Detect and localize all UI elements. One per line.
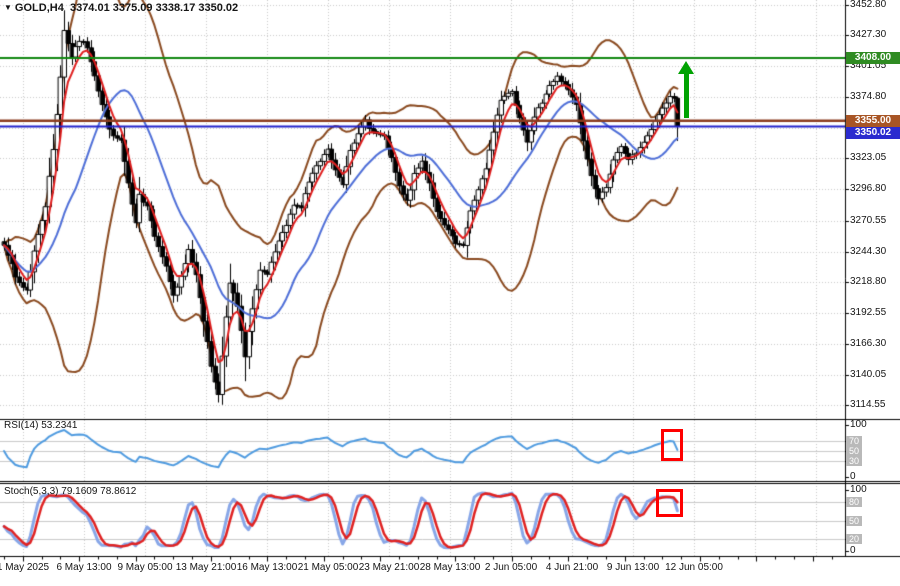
ohlc-values: 3374.01 3375.09 3338.17 3350.02 (69, 2, 239, 14)
rsi-scale-min: 0 (850, 471, 856, 482)
time-axis-label: 2 Jun 05:00 (484, 562, 538, 573)
price-axis-label: 3192.55 (850, 306, 887, 318)
stoch-level-badge: 80 (846, 497, 862, 508)
stoch-level-badge: 20 (846, 533, 862, 544)
arrow-shaft (684, 72, 689, 118)
stoch-indicator-label: Stoch(5,3,3) 79.1609 78.8612 (4, 486, 137, 497)
stoch-scale-max: 100 (850, 484, 867, 495)
rsi-level-badge: 50 (846, 446, 862, 456)
time-axis-label: 4 Jun 21:00 (545, 562, 599, 573)
price-axis-label: 3323.05 (850, 152, 887, 164)
time-axis-label: 9 May 05:00 (117, 562, 173, 573)
collapse-triangle-icon[interactable]: ▼ (4, 3, 12, 12)
rsi-highlight-box[interactable] (661, 429, 683, 461)
price-axis-label: 3140.05 (850, 368, 887, 380)
rsi-level-badge: 30 (846, 456, 862, 467)
chart-title: ▼ GOLD,H4 3374.01 3375.09 3338.17 3350.02 (4, 2, 238, 14)
price-axis-label: 3374.80 (850, 91, 887, 103)
price-axis-label: 3270.55 (850, 214, 887, 226)
time-axis-label: 9 Jun 13:00 (606, 562, 660, 573)
price-badge-support-resistance: 3355.00 (846, 114, 900, 127)
stoch-scale-min: 0 (850, 545, 856, 556)
arrow-head-icon (678, 61, 694, 74)
time-axis-label: 12 Jun 05:00 (665, 562, 723, 573)
price-axis-label: 3427.30 (850, 29, 887, 41)
rsi-level-badge: 70 (846, 435, 862, 446)
symbol-period-label: GOLD,H4 (14, 2, 64, 14)
price-axis-label: 3452.80 (850, 0, 887, 10)
time-axis-label: 23 May 21:00 (358, 562, 420, 573)
price-badge-current-price: 3350.02 (846, 126, 900, 139)
price-axis-label: 3296.80 (850, 183, 887, 195)
price-badge-resistance: 3408.00 (846, 51, 900, 64)
price-axis-label: 3401.05 (850, 60, 887, 72)
price-axis-label: 3218.80 (850, 275, 887, 287)
price-axis-label: 3166.30 (850, 337, 887, 349)
rsi-scale-max: 100 (850, 419, 867, 430)
time-axis-label: 28 May 13:00 (419, 562, 481, 573)
stoch-level-badge: 50 (846, 515, 862, 526)
stoch-highlight-box[interactable] (656, 489, 683, 517)
time-axis-label: 6 May 13:00 (56, 562, 112, 573)
time-axis-label: 16 May 13:00 (236, 562, 298, 573)
time-axis-label: 13 May 21:00 (175, 562, 237, 573)
time-axis-label: 1 May 2025 (0, 562, 50, 573)
price-axis-label: 3244.30 (850, 245, 887, 257)
rsi-indicator-label: RSI(14) 53.2341 (4, 420, 78, 431)
price-axis-label: 3114.55 (850, 399, 886, 410)
time-axis-label: 21 May 05:00 (297, 562, 359, 573)
